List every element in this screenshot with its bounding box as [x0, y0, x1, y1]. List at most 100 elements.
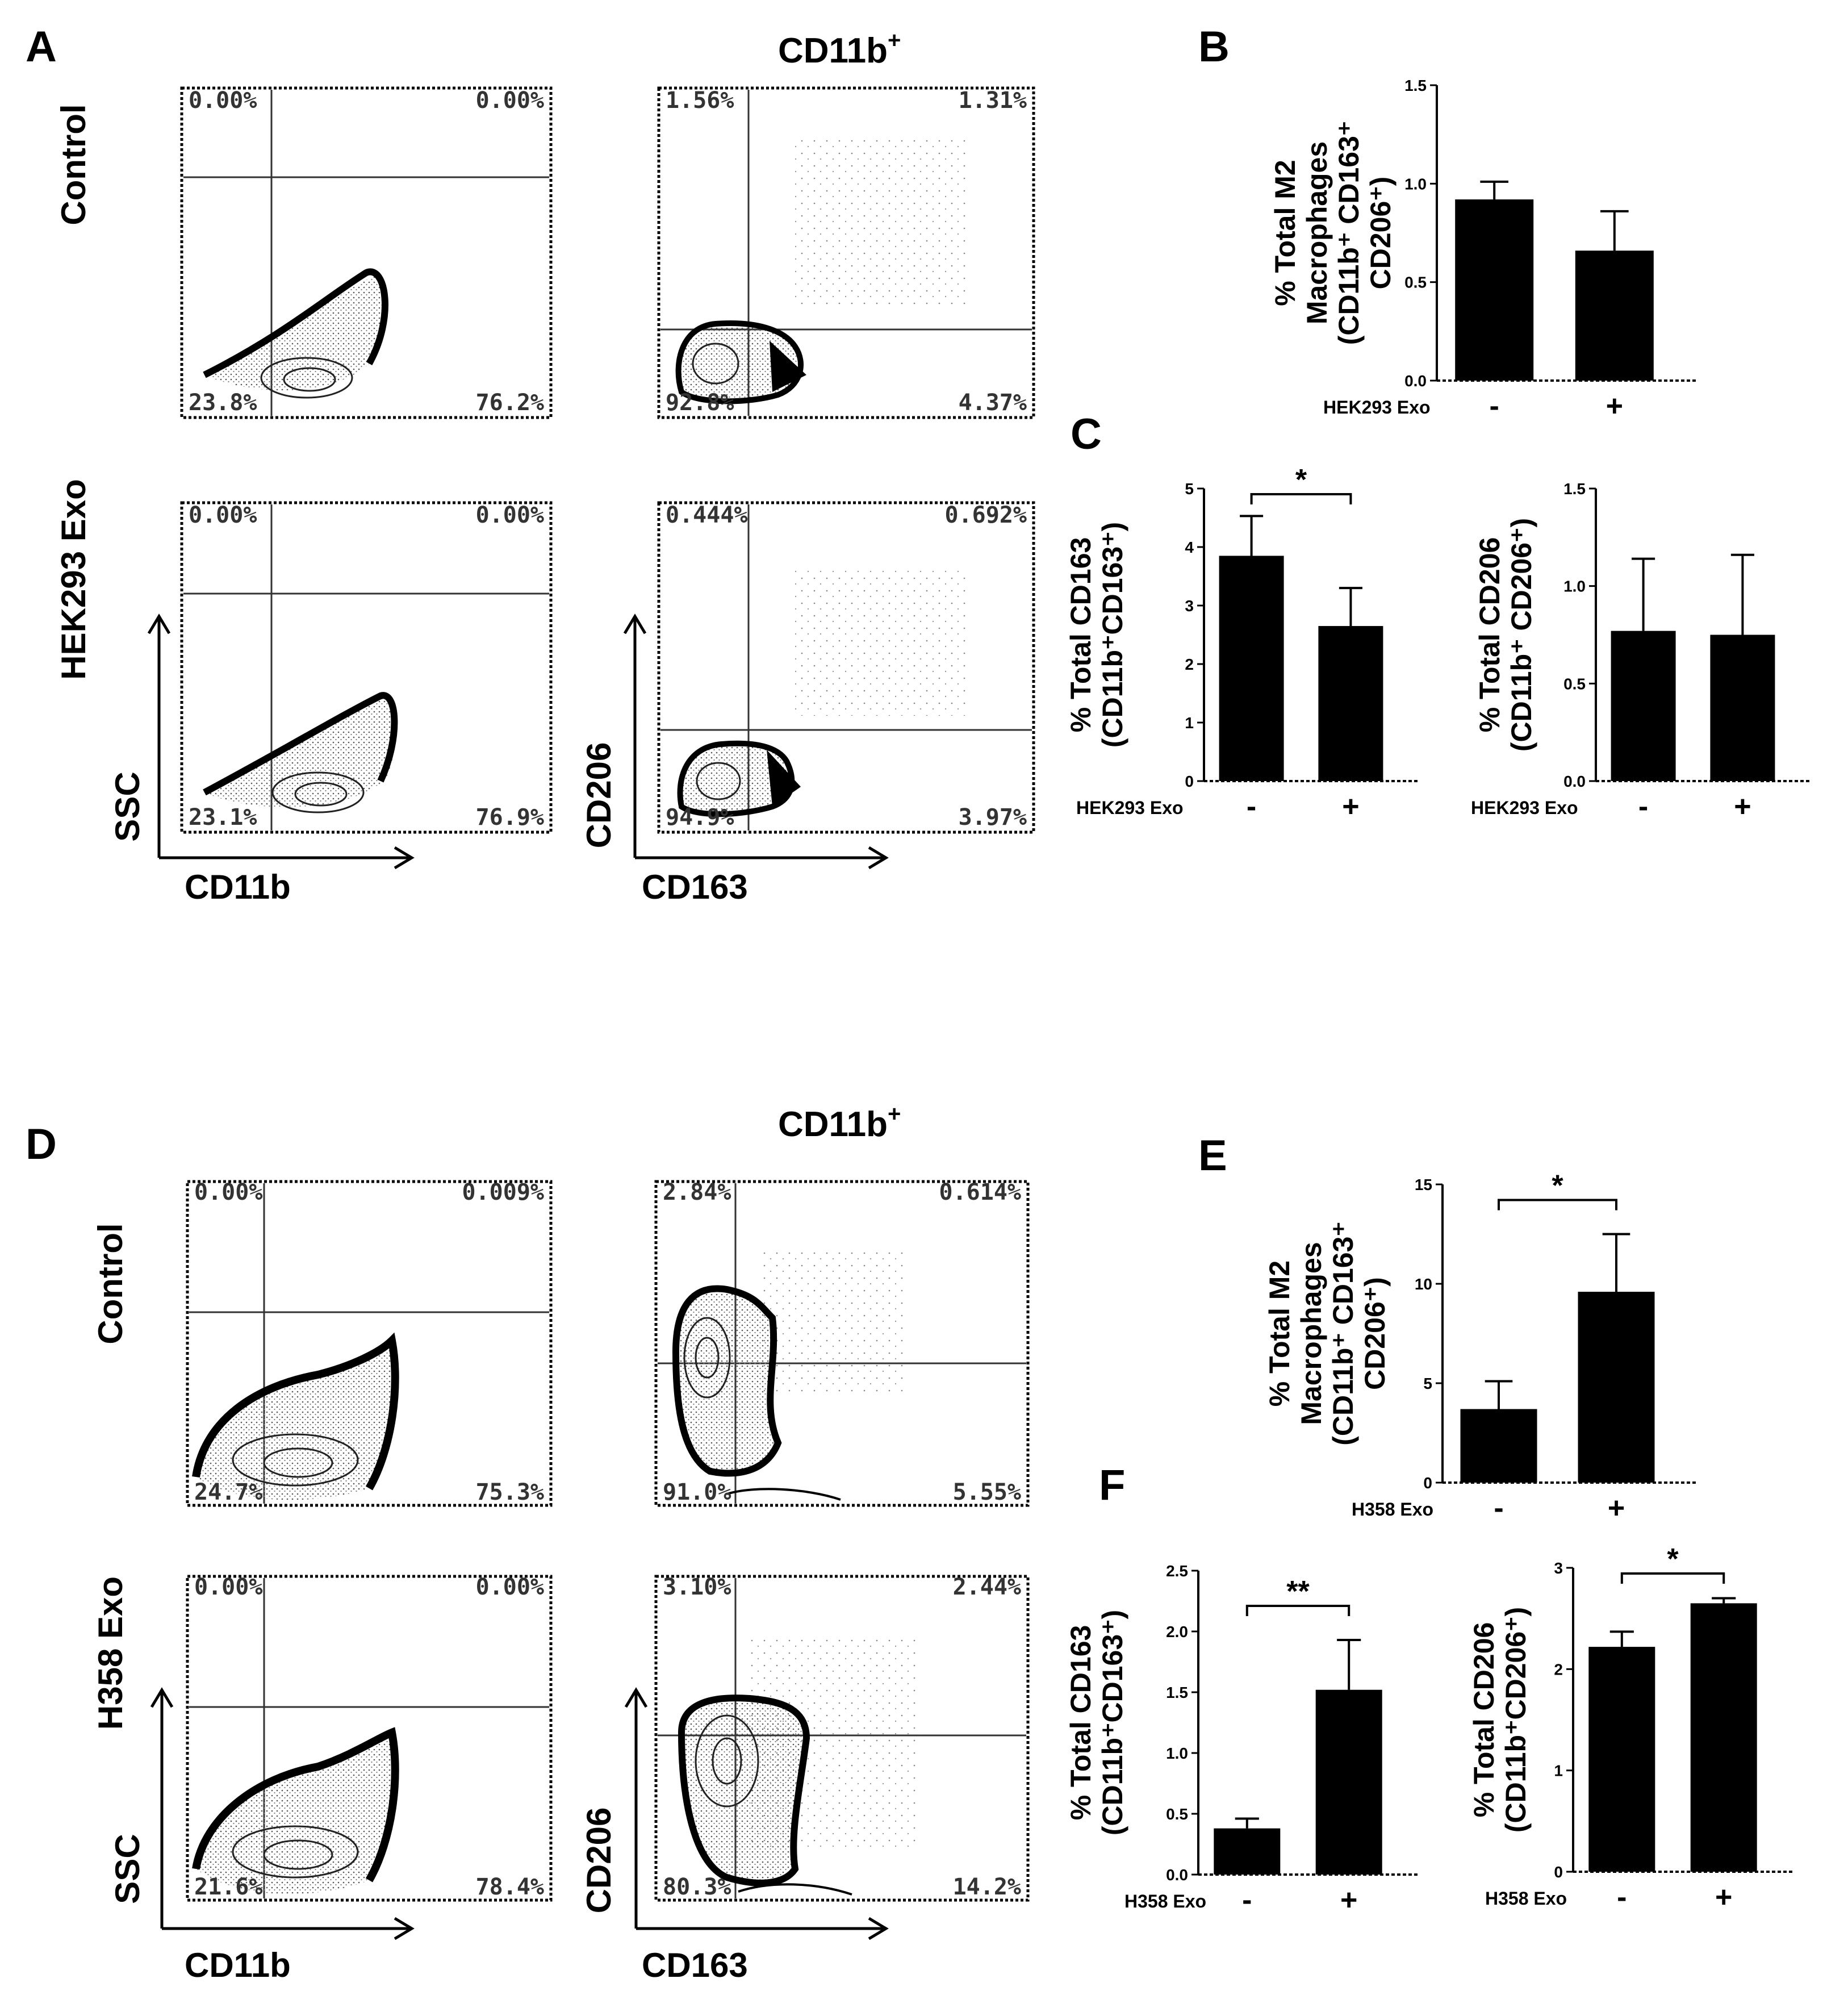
bar-chart-f2: 0 1 2 3 - + H358 Exo % Total CD206 (CD11b⁺CD206⁺…: [1468, 1543, 1795, 1914]
contour-outline: [192, 1727, 399, 1883]
x-axis-label: HEK293 Exo: [1471, 798, 1578, 818]
quadrant-lr: 14.2%: [953, 1874, 1021, 1900]
contour-ring: [294, 782, 348, 807]
quadrant-lr: 76.9%: [476, 804, 544, 830]
x-tick-label: -: [1638, 790, 1648, 823]
quadrant-ll: 94.9%: [666, 804, 734, 830]
quadrant-ul: 3.10%: [663, 1574, 731, 1600]
y-axis-label: CD206⁺): [1359, 1277, 1391, 1390]
y-axis-label: % Total CD163: [1065, 1625, 1097, 1821]
quadrant-ur: 0.692%: [945, 502, 1027, 528]
contour-ring: [712, 1737, 742, 1785]
x-axis-label: H358 Exo: [1485, 1888, 1567, 1909]
axis-arrows-d: SSC CD11b CD206 CD163: [108, 1687, 889, 1984]
y-tick-label: 1.0: [1404, 175, 1427, 193]
contour-ring: [695, 1337, 720, 1379]
contour-ring: [683, 1317, 731, 1399]
bar-plus: [1578, 1292, 1655, 1483]
quadrant-ul: 0.00%: [194, 1179, 262, 1205]
facs-plot-a-control-cd206: 1.56% 1.31% 92.8% 4.37%: [657, 86, 1035, 419]
quadrant-ll: 91.0%: [663, 1479, 731, 1505]
y-axis-label: % Total M2: [1264, 1261, 1295, 1406]
panel-letter-f: F: [1099, 1461, 1125, 1509]
y-tick-label: 15: [1415, 1176, 1432, 1193]
y-axis-label: (CD11b⁺ CD206⁺): [1506, 518, 1537, 752]
y-tick-label: 0.5: [1404, 274, 1427, 291]
x-tick-label: -: [1617, 1881, 1627, 1914]
x-axis-label: HEK293 Exo: [1323, 397, 1431, 418]
x-axis-label-cd11b: CD11b: [185, 868, 291, 906]
contour-population: [672, 1285, 782, 1477]
bar-plus: [1318, 626, 1383, 781]
bar-minus: [1611, 631, 1676, 781]
contour-population: [196, 1733, 395, 1894]
gate-title-d: CD11b+: [778, 1101, 901, 1144]
x-axis-label: H358 Exo: [1124, 1891, 1206, 1911]
y-axis-label: % Total CD163: [1065, 537, 1097, 733]
y-tick-label: 1.5: [1563, 480, 1586, 498]
bar-chart-c2: 0.0 0.5 1.0 1.5 - + HEK293 Exo % Total CD206 (CD…: [1471, 480, 1812, 823]
x-tick-label: -: [1490, 390, 1499, 423]
y-axis-label: CD206⁺): [1365, 177, 1397, 290]
x-tick-label: +: [1342, 790, 1359, 823]
bar-chart-b: 0.0 0.5 1.0 1.5 - + HEK293 Exo % Total M2 Macrop…: [1269, 77, 1698, 423]
facs-plot-a-control-ssc: 0.00% 0.00% 23.8% 76.2%: [180, 86, 553, 419]
x-tick-label: +: [1734, 790, 1751, 823]
y-tick-label: 0: [1185, 773, 1194, 790]
facs-plot-a-treated-cd206: 0.444% 0.692% 94.9% 3.97%: [657, 501, 1035, 834]
significance-marker: *: [1295, 464, 1307, 496]
y-axis-label: Macrophages: [1295, 1242, 1327, 1425]
y-axis-label: % Total CD206: [1474, 537, 1506, 733]
y-tick-label: 1.5: [1166, 1684, 1188, 1701]
contour-tail: [726, 1488, 841, 1501]
panel-letter-c: C: [1071, 410, 1102, 458]
contour-ring: [283, 367, 336, 392]
quadrant-lr: 75.3%: [476, 1479, 544, 1505]
significance-bracket: [1245, 1604, 1351, 1616]
contour-dense: [770, 341, 806, 392]
contour-tail: [738, 1883, 852, 1896]
y-axis-label-ssc-d: SSC: [108, 1834, 147, 1904]
significance-marker: *: [1667, 1543, 1679, 1576]
quadrant-ll: 92.8%: [666, 390, 734, 416]
x-axis-label: H358 Exo: [1352, 1499, 1433, 1520]
quadrant-ul: 0.00%: [189, 87, 257, 114]
y-tick-label: 1.0: [1563, 578, 1586, 595]
facs-plot-d-treated-cd206: 3.10% 2.44% 80.3% 14.2%: [654, 1574, 1030, 1902]
quadrant-ur: 0.614%: [939, 1179, 1022, 1205]
bar-chart-f1: 0.0 0.5 1.0 1.5 2.0 2.5 - + H358 Exo % Total CD16…: [1065, 1562, 1420, 1917]
row-label-treated-d: H358 Exo: [91, 1576, 129, 1730]
bar-plus: [1575, 251, 1654, 381]
axis-arrows-a: SSC CD11b CD206 CD163: [108, 613, 889, 906]
quadrant-ul: 1.56%: [666, 87, 734, 114]
y-tick-label: 5: [1423, 1375, 1432, 1392]
significance-bracket: [1250, 493, 1352, 504]
x-tick-label: +: [1608, 1492, 1625, 1525]
y-axis-label: (CD11b⁺ CD163⁺: [1333, 121, 1365, 345]
quadrant-ul: 0.444%: [666, 502, 748, 528]
y-tick-label: 2: [1554, 1660, 1563, 1678]
bar-minus: [1214, 1828, 1281, 1875]
row-label-control-d: Control: [91, 1223, 129, 1344]
contour-ring: [263, 1447, 333, 1478]
y-tick-label: 0.0: [1166, 1866, 1188, 1884]
scatter-points: [761, 1250, 903, 1392]
panel-d: D CD11b+ Control H358 Exo 0.00% 0.009% 2…: [26, 1101, 1030, 1984]
quadrant-ll: 80.3%: [663, 1874, 731, 1900]
x-axis-label-cd163-d: CD163: [642, 1946, 748, 1984]
quadrant-ll: 24.7%: [194, 1479, 262, 1505]
y-tick-label: 10: [1415, 1275, 1432, 1293]
x-tick-label: -: [1247, 790, 1256, 823]
row-label-treated: HEK293 Exo: [55, 479, 93, 680]
bar-chart-e: 0 5 10 15 - + H358 Exo % Total M2 Macrophages (CD…: [1264, 1170, 1698, 1525]
quadrant-ur: 2.44%: [953, 1574, 1021, 1600]
y-tick-label: 1: [1185, 714, 1194, 732]
y-axis-label: % Total CD206: [1468, 1622, 1500, 1818]
bar-chart-c1: 0 1 2 3 4 5 - + HEK293 Exo % Total CD163 (CD11b⁺CD…: [1065, 464, 1420, 823]
panel-letter-e: E: [1198, 1132, 1227, 1180]
quadrant-lr: 76.2%: [476, 390, 544, 416]
panel-letter-d: D: [26, 1120, 57, 1168]
quadrant-ul: 0.00%: [189, 502, 257, 528]
bar-minus: [1219, 556, 1284, 781]
